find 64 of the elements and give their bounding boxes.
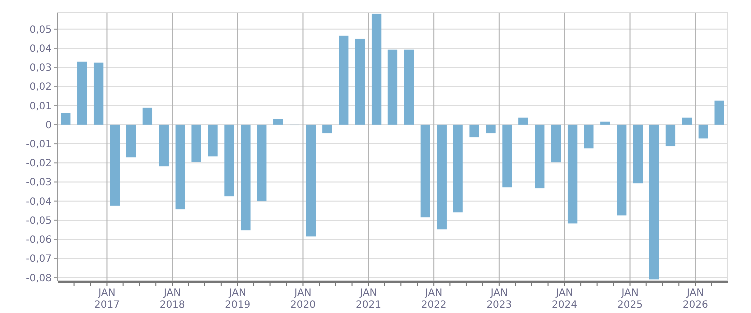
bar xyxy=(470,124,480,138)
bar xyxy=(274,119,284,125)
y-tick-label: 0,02 xyxy=(30,82,52,94)
bar xyxy=(404,50,414,125)
bar xyxy=(78,62,88,125)
bar xyxy=(192,124,202,162)
x-tick-label: JAN 2023 xyxy=(486,288,512,311)
x-tick-label: JAN 2020 xyxy=(290,288,316,311)
y-tick-label: 0 xyxy=(46,120,52,132)
bar xyxy=(142,108,153,125)
bar xyxy=(633,124,644,184)
bar xyxy=(126,124,136,158)
bar xyxy=(600,122,610,125)
bar xyxy=(535,124,545,189)
bar xyxy=(453,124,463,213)
bar xyxy=(241,124,251,231)
bar xyxy=(568,124,578,224)
x-tick-label: JAN 2022 xyxy=(421,288,447,311)
x-tick-label: JAN 2026 xyxy=(682,288,708,311)
bar xyxy=(322,124,332,134)
bar xyxy=(372,14,382,125)
bar xyxy=(94,62,104,125)
bar xyxy=(552,124,562,163)
bar xyxy=(176,124,186,210)
bar xyxy=(420,124,430,218)
bar xyxy=(617,124,627,216)
bar xyxy=(339,36,349,125)
bar xyxy=(437,124,447,230)
y-tick-label: 0,01 xyxy=(30,101,52,112)
bar xyxy=(224,124,234,197)
x-tick-label: JAN 2024 xyxy=(552,288,578,311)
bar xyxy=(257,124,267,202)
x-tick-label: JAN 2018 xyxy=(160,288,186,311)
x-tick-label: JAN 2017 xyxy=(94,288,120,311)
bar xyxy=(356,38,366,125)
y-tick-label: -0,07 xyxy=(26,254,52,266)
bar xyxy=(698,124,708,139)
bar xyxy=(518,118,528,125)
bar xyxy=(584,124,594,149)
bar xyxy=(388,50,398,125)
y-tick-label: -0,04 xyxy=(26,196,52,208)
y-tick-label: -0,06 xyxy=(26,235,52,246)
y-tick-label: -0,05 xyxy=(26,216,52,227)
bar xyxy=(666,124,676,147)
y-tick-label: -0,02 xyxy=(26,158,52,170)
y-tick-label: -0,01 xyxy=(26,140,52,151)
x-tick-label: JAN 2019 xyxy=(225,288,251,311)
x-tick-label: JAN 2025 xyxy=(618,288,643,311)
bar xyxy=(649,124,660,280)
y-tick-label: 0,04 xyxy=(30,44,52,56)
bar xyxy=(306,124,316,237)
y-tick-label: 0,05 xyxy=(30,24,52,36)
bar xyxy=(61,113,71,125)
y-tick-label: -0,03 xyxy=(26,178,52,189)
bar xyxy=(502,124,512,188)
y-tick-label: -0,08 xyxy=(26,273,52,284)
bar xyxy=(110,124,120,206)
bar xyxy=(486,124,496,134)
bar xyxy=(159,124,169,167)
x-tick-label: JAN 2021 xyxy=(356,288,382,311)
bar xyxy=(682,118,692,125)
bar xyxy=(208,124,218,157)
bar xyxy=(714,100,724,125)
y-tick-label: 0,03 xyxy=(30,63,52,74)
